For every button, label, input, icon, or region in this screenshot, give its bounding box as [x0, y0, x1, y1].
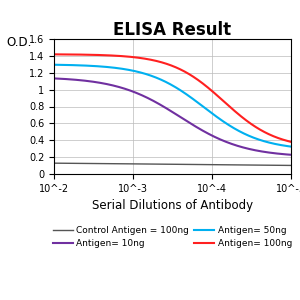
Antigen= 50ng [289, 145, 293, 148]
Antigen= 10ng [289, 153, 293, 157]
Antigen= 100ng [166, 62, 170, 66]
Control Antigen = 100ng [289, 164, 293, 167]
Antigen= 100ng [284, 139, 287, 142]
Antigen= 100ng [193, 76, 197, 80]
Control Antigen = 100ng [180, 163, 184, 166]
Line: Control Antigen = 100ng: Control Antigen = 100ng [54, 163, 291, 165]
Antigen= 100ng [180, 68, 184, 72]
Antigen= 10ng [52, 76, 56, 80]
Antigen= 10ng [193, 124, 197, 128]
Text: O.D.: O.D. [7, 36, 32, 49]
Antigen= 50ng [180, 90, 184, 93]
Antigen= 50ng [284, 144, 287, 148]
Antigen= 10ng [165, 106, 168, 110]
Control Antigen = 100ng [284, 164, 287, 167]
Control Antigen = 100ng [166, 162, 170, 166]
Antigen= 10ng [284, 152, 287, 156]
Antigen= 50ng [166, 81, 170, 85]
Antigen= 50ng [247, 134, 250, 137]
Antigen= 10ng [180, 116, 184, 120]
Control Antigen = 100ng [247, 163, 250, 167]
Line: Antigen= 10ng: Antigen= 10ng [54, 78, 291, 155]
Antigen= 100ng [165, 62, 168, 66]
Antigen= 100ng [247, 120, 250, 124]
Antigen= 10ng [166, 107, 170, 111]
Legend: Control Antigen = 100ng, Antigen= 10ng, Antigen= 50ng, Antigen= 100ng: Control Antigen = 100ng, Antigen= 10ng, … [53, 226, 292, 248]
Control Antigen = 100ng [52, 161, 56, 165]
Antigen= 50ng [52, 63, 56, 67]
Line: Antigen= 50ng: Antigen= 50ng [54, 65, 291, 147]
X-axis label: Serial Dilutions of Antibody: Serial Dilutions of Antibody [92, 199, 253, 212]
Line: Antigen= 100ng: Antigen= 100ng [54, 54, 291, 142]
Antigen= 50ng [165, 80, 168, 84]
Control Antigen = 100ng [193, 163, 197, 166]
Antigen= 100ng [52, 52, 56, 56]
Title: ELISA Result: ELISA Result [113, 21, 232, 39]
Antigen= 10ng [247, 147, 250, 151]
Antigen= 50ng [193, 99, 197, 102]
Antigen= 100ng [289, 140, 293, 144]
Control Antigen = 100ng [165, 162, 168, 166]
